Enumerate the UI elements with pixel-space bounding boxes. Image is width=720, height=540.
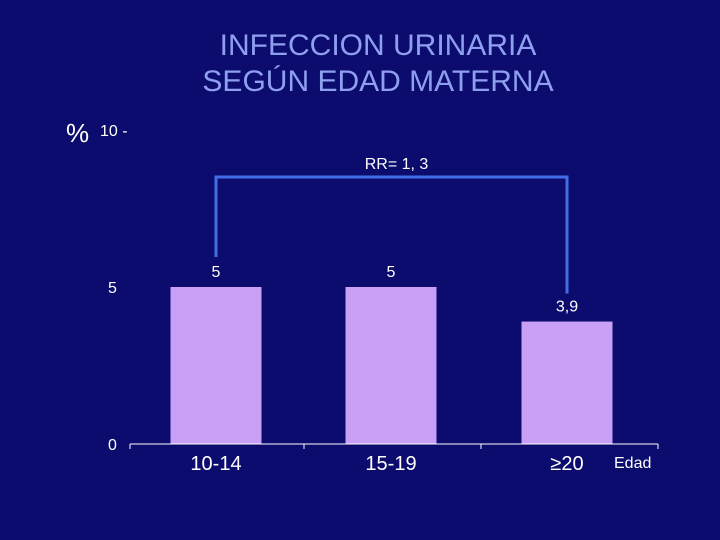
rr-annotation-label: RR= 1, 3 [365, 156, 429, 173]
data-label: 5 [212, 264, 221, 281]
y-tick-label: 5 [108, 280, 117, 297]
chart-title-line-2: SEGÚN EDAD MATERNA [202, 65, 554, 98]
bar [521, 321, 613, 444]
bar [345, 287, 437, 444]
y-axis-label: % [66, 118, 89, 148]
y-tick-label: 0 [108, 437, 117, 454]
data-label: 3,9 [556, 299, 578, 316]
x-axis-label: Edad [614, 455, 651, 472]
chart-title-line-1: INFECCION URINARIA [219, 29, 537, 62]
x-tick-label: 10-14 [190, 453, 241, 475]
data-label: 5 [387, 264, 396, 281]
y-tick-label: 10 - [100, 123, 128, 140]
bar [170, 287, 262, 444]
rr-bracket [214, 175, 569, 294]
x-tick-label: ≥20 [550, 453, 583, 475]
x-tick-label: 15-19 [365, 453, 416, 475]
